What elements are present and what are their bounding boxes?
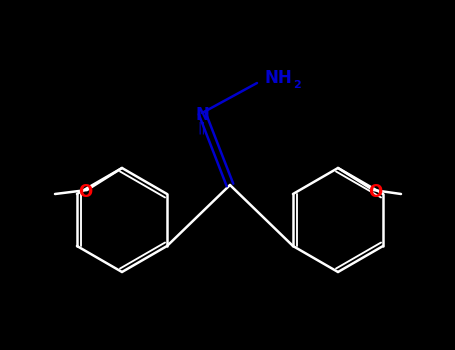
Text: ||: || (198, 121, 206, 134)
Text: O: O (368, 183, 382, 201)
Text: N: N (195, 106, 209, 124)
Text: NH: NH (265, 69, 293, 87)
Text: 2: 2 (293, 80, 301, 90)
Text: O: O (78, 183, 92, 201)
